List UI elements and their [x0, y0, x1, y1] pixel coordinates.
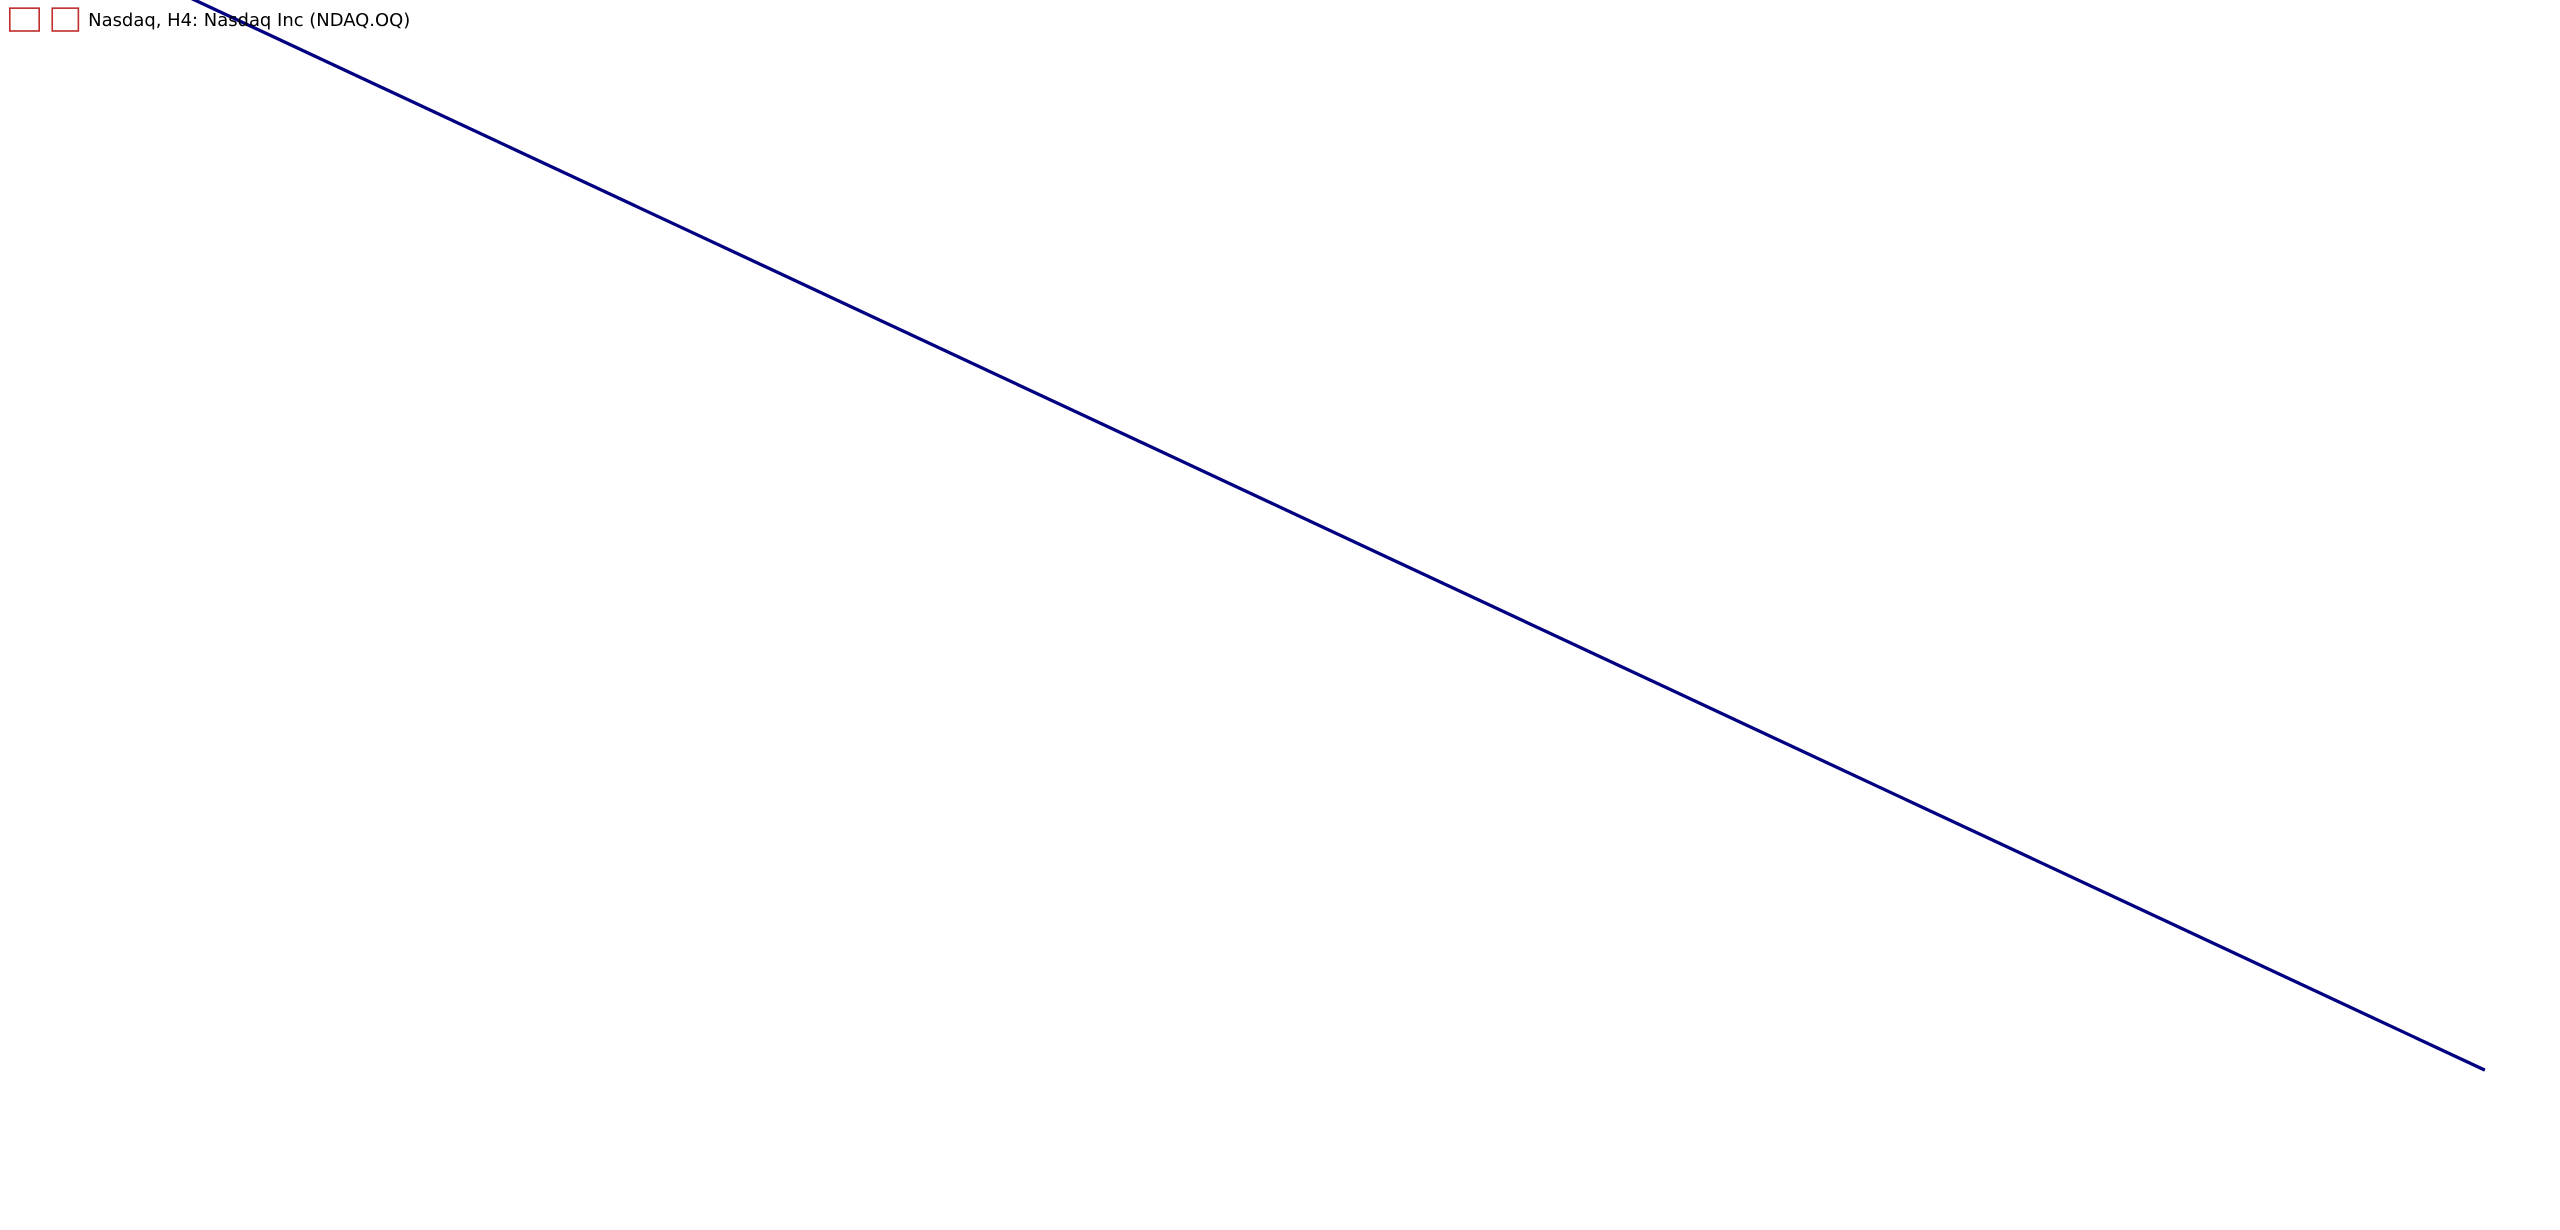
- chart-icon[interactable]: [51, 7, 80, 32]
- trend-line: [190, 0, 2486, 1072]
- chart-title: Nasdaq, H4: Nasdaq Inc (NDAQ.OQ): [88, 10, 410, 31]
- menu-icon[interactable]: [8, 7, 40, 32]
